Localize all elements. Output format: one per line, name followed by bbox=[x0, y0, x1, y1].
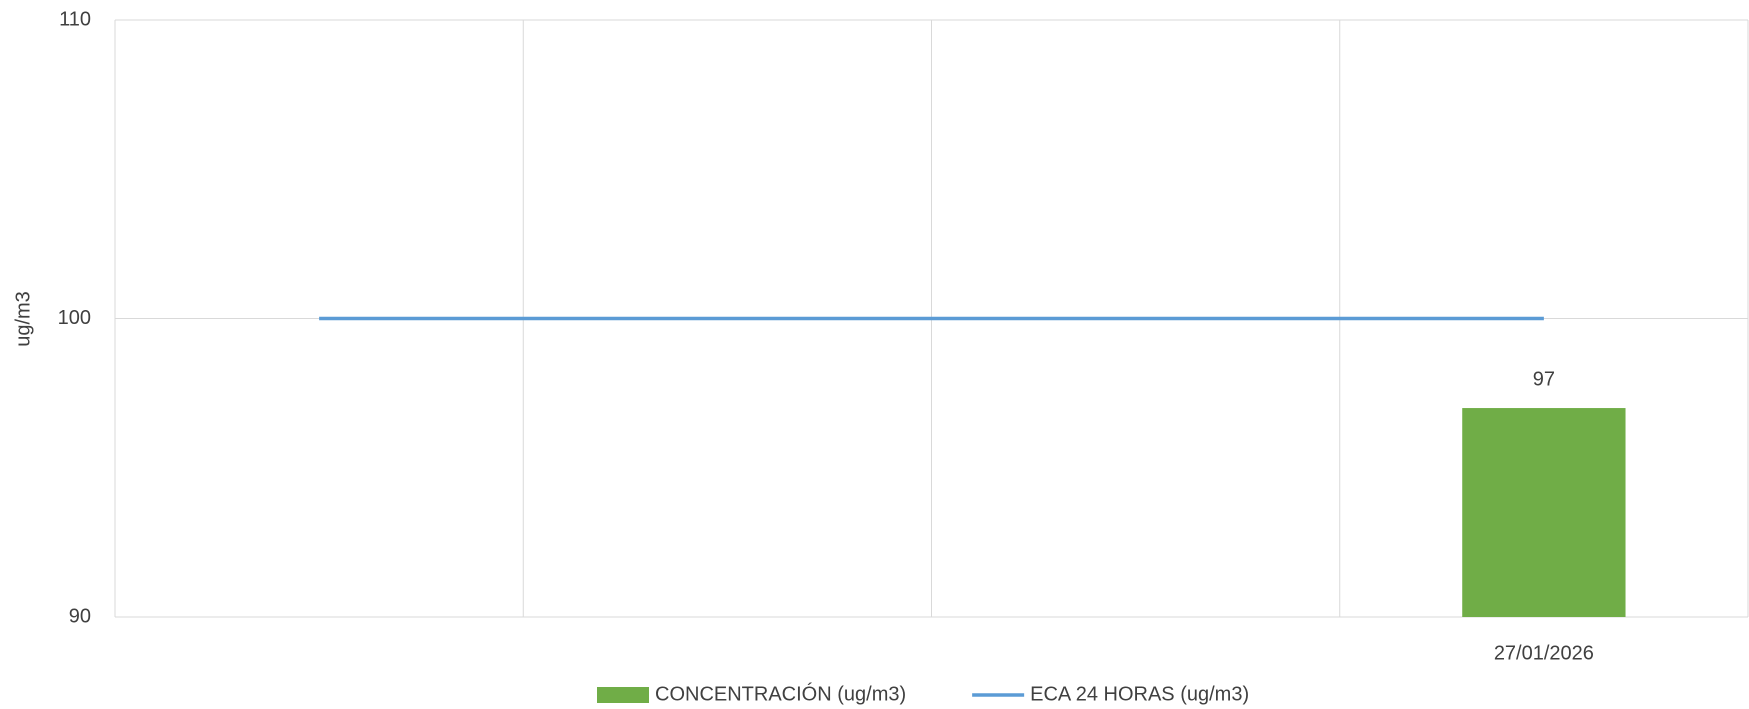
y-tick-label: 90 bbox=[69, 605, 91, 627]
x-tick-label: 27/01/2026 bbox=[1494, 642, 1594, 664]
data-label: 97 bbox=[1533, 368, 1555, 390]
y-tick-label: 110 bbox=[59, 8, 91, 30]
legend-label: ECA 24 HORAS (ug/m3) bbox=[1030, 683, 1249, 705]
legend-swatch bbox=[597, 687, 649, 703]
y-tick-label: 100 bbox=[58, 307, 91, 329]
legend-label: CONCENTRACIÓN (ug/m3) bbox=[655, 682, 906, 705]
bar bbox=[1462, 408, 1626, 617]
y-axis-label: ug/m3 bbox=[12, 291, 34, 347]
